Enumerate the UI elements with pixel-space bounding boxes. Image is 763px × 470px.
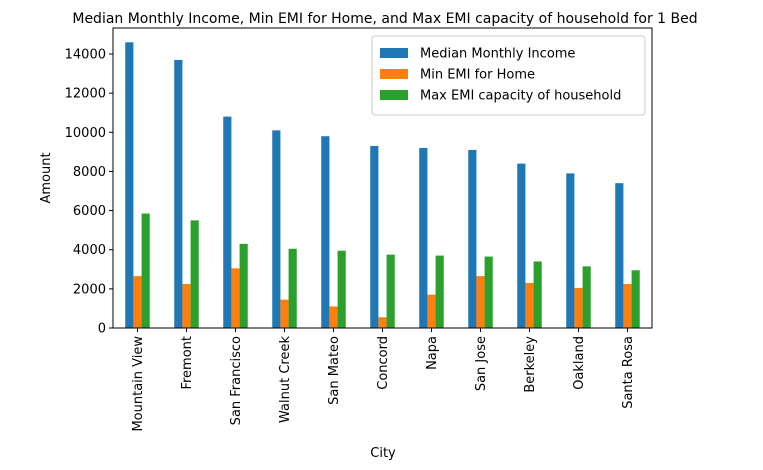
x-tick-label-4: Walnut Creek bbox=[278, 336, 293, 423]
bar-1-3 bbox=[223, 116, 232, 329]
y-tick-label-8: 14000 bbox=[65, 48, 106, 63]
bar-1-6 bbox=[370, 146, 379, 328]
x-tick-label-11: Santa Rosa bbox=[621, 336, 636, 409]
bar-3-9 bbox=[533, 261, 542, 328]
x-tick-label-5: San Mateo bbox=[327, 336, 342, 405]
y-tick-label-6: 10000 bbox=[65, 126, 106, 141]
bar-2-10 bbox=[574, 287, 583, 328]
legend-swatch-3 bbox=[380, 90, 408, 100]
bar-3-2 bbox=[190, 220, 199, 328]
bar-1-9 bbox=[517, 163, 526, 328]
bar-1-5 bbox=[321, 136, 330, 328]
bar-1-8 bbox=[468, 149, 477, 328]
chart-title: Median Monthly Income, Min EMI for Home,… bbox=[72, 11, 697, 27]
x-tick-label-10: Oakland bbox=[572, 336, 587, 390]
bar-2-1 bbox=[133, 276, 142, 328]
y-axis-label: Amount bbox=[39, 152, 54, 203]
x-tick-label-2: Fremont bbox=[180, 336, 195, 390]
x-tick-label-9: Berkeley bbox=[523, 336, 538, 393]
bar-1-1 bbox=[125, 42, 134, 328]
x-tick-label-6: Concord bbox=[376, 336, 391, 390]
bar-3-6 bbox=[386, 254, 395, 328]
legend-label-2: Min EMI for Home bbox=[420, 68, 535, 83]
x-tick-label-7: Napa bbox=[425, 336, 440, 370]
bar-2-8 bbox=[476, 276, 485, 328]
y-tick-label-2: 2000 bbox=[73, 282, 106, 297]
legend-swatch-1 bbox=[380, 48, 408, 58]
bar-3-5 bbox=[337, 250, 346, 328]
x-tick-label-8: San Jose bbox=[474, 336, 489, 391]
legend-box bbox=[371, 35, 646, 116]
y-tick-label-5: 8000 bbox=[73, 165, 106, 180]
legend-swatch-2 bbox=[380, 69, 408, 79]
legend: Median Monthly Income Min EMI for Home Max… bbox=[371, 35, 646, 116]
y-axis: 0 2000 4000 6000 8000 10000 12000 14000 bbox=[65, 48, 113, 337]
x-axis-label: City bbox=[370, 446, 396, 461]
bar-1-10 bbox=[566, 173, 575, 328]
bar-1-4 bbox=[272, 130, 281, 328]
y-tick-label-4: 6000 bbox=[73, 204, 106, 219]
legend-label-3: Max EMI capacity of household bbox=[420, 89, 621, 104]
bar-1-11 bbox=[615, 183, 624, 328]
y-tick-label-7: 12000 bbox=[65, 87, 106, 102]
bar-1-2 bbox=[174, 59, 183, 329]
bar-2-9 bbox=[525, 282, 534, 328]
bar-3-4 bbox=[288, 248, 297, 328]
bar-3-3 bbox=[239, 243, 248, 328]
plot-area bbox=[125, 42, 640, 329]
bar-2-7 bbox=[427, 294, 436, 328]
bar-2-2 bbox=[182, 283, 191, 328]
bar-1-7 bbox=[419, 147, 428, 328]
x-tick-label-3: San Francisco bbox=[229, 336, 244, 425]
bar-2-3 bbox=[231, 268, 240, 328]
bar-3-1 bbox=[141, 213, 150, 328]
bar-2-6 bbox=[378, 317, 387, 328]
x-tick-label-1: Mountain View bbox=[131, 336, 146, 432]
y-tick-label-1: 0 bbox=[98, 322, 106, 337]
bar-2-4 bbox=[280, 299, 289, 328]
bar-3-8 bbox=[484, 256, 493, 328]
bar-3-7 bbox=[435, 255, 444, 328]
bar-2-11 bbox=[623, 283, 632, 328]
bar-2-5 bbox=[329, 306, 338, 328]
x-axis: Mountain View Fremont San Francisco Walnut … bbox=[131, 328, 636, 432]
bar-3-11 bbox=[631, 270, 640, 328]
y-tick-label-3: 4000 bbox=[73, 243, 106, 258]
bar-3-10 bbox=[582, 266, 591, 328]
legend-label-1: Median Monthly Income bbox=[420, 47, 575, 62]
